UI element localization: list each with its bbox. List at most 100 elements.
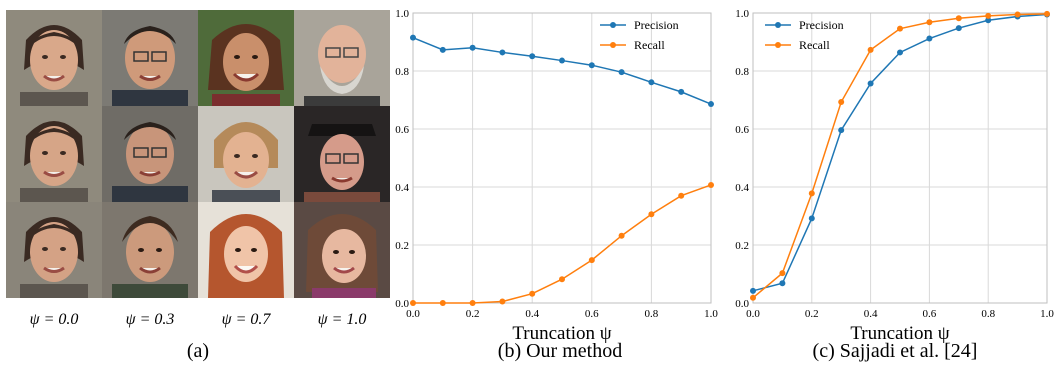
data-point-recall <box>1044 10 1050 17</box>
data-point-recall <box>469 300 476 306</box>
data-point-precision <box>808 215 815 222</box>
y-tick-label: 1.0 <box>395 8 409 20</box>
plot-frame <box>412 12 712 304</box>
face-image <box>6 10 102 106</box>
y-tick-label: 0.0 <box>395 298 409 310</box>
data-point-precision <box>897 49 903 56</box>
psi-label: ψ = 0.3 <box>125 311 175 328</box>
plot-frame <box>752 12 1048 304</box>
data-point-precision <box>439 46 446 53</box>
series-line-precision <box>752 13 1048 292</box>
x-tick-label: 0.6 <box>585 308 599 320</box>
series-line-recall <box>752 13 1048 299</box>
legend-marker <box>610 42 616 48</box>
data-point-precision <box>955 25 962 32</box>
data-point-recall <box>410 300 416 306</box>
series-line-recall <box>413 184 712 304</box>
data-point-precision <box>618 69 625 76</box>
data-point-precision <box>410 34 416 41</box>
y-tick-label: 0.2 <box>395 240 409 252</box>
data-point-recall <box>985 12 992 19</box>
legend-marker <box>610 22 616 28</box>
psi-label: ψ = 1.0 <box>317 311 367 328</box>
legend-label: Precision <box>634 18 679 32</box>
panel-b-caption: (b) Our method <box>497 340 623 362</box>
data-point-precision <box>529 53 536 60</box>
face-grid-panel: ψ = 0.0 ψ = 0.3 ψ = 0.7 ψ = 1.0 (a) <box>0 0 392 375</box>
data-point-precision <box>779 280 786 287</box>
data-point-recall <box>529 290 536 297</box>
data-point-recall <box>439 300 446 306</box>
data-point-precision <box>499 49 506 56</box>
x-tick-label: 1.0 <box>704 308 718 320</box>
legend-label: Recall <box>634 38 665 52</box>
data-point-recall <box>779 270 786 277</box>
data-point-recall <box>1014 11 1021 18</box>
face-image <box>6 202 102 298</box>
data-point-recall <box>618 232 625 239</box>
face-image <box>102 106 198 202</box>
data-point-precision <box>648 79 655 86</box>
data-point-recall <box>588 257 595 264</box>
y-tick-label: 0.4 <box>735 182 749 194</box>
data-point-recall <box>838 99 845 106</box>
data-point-recall <box>559 276 565 283</box>
face-image <box>198 106 294 202</box>
x-tick-label: 1.0 <box>1040 308 1054 320</box>
x-tick-label: 0.4 <box>864 308 878 320</box>
data-point-precision <box>750 287 756 294</box>
x-tick-label: 0.0 <box>406 308 420 320</box>
y-tick-label: 0.6 <box>395 124 409 136</box>
data-point-recall <box>808 190 815 197</box>
data-point-recall <box>708 181 714 188</box>
psi-label: ψ = 0.7 <box>221 311 271 328</box>
y-tick-label: 0.0 <box>735 298 749 310</box>
data-point-precision <box>708 101 714 108</box>
x-axis-label: Truncation ψ <box>512 323 611 344</box>
data-point-precision <box>985 17 992 24</box>
data-point-recall <box>926 19 933 26</box>
x-axis-label: Truncation ψ <box>850 323 949 344</box>
data-point-precision <box>559 57 565 64</box>
face-image <box>294 202 390 298</box>
y-tick-label: 1.0 <box>735 8 749 20</box>
legend-marker <box>775 22 781 28</box>
data-point-recall <box>955 15 962 22</box>
psi-label: ψ = 0.0 <box>29 311 79 328</box>
y-tick-label: 0.2 <box>735 240 749 252</box>
data-point-recall <box>648 211 655 218</box>
face-image <box>198 10 294 106</box>
face-image <box>294 10 390 106</box>
x-tick-label: 0.6 <box>923 308 937 320</box>
panel-a-caption: (a) <box>186 340 210 362</box>
face-image <box>198 202 294 298</box>
data-point-precision <box>469 44 476 51</box>
data-point-precision <box>867 80 874 87</box>
y-tick-label: 0.8 <box>395 66 409 78</box>
face-image <box>102 10 198 106</box>
face-image <box>294 106 390 202</box>
x-tick-label: 0.8 <box>645 308 659 320</box>
y-tick-label: 0.6 <box>735 124 749 136</box>
data-point-precision <box>838 127 845 134</box>
data-point-recall <box>867 46 874 53</box>
legend-label: Precision <box>799 18 844 32</box>
x-tick-label: 0.2 <box>805 308 819 320</box>
data-point-precision <box>926 35 933 42</box>
data-point-precision <box>588 62 595 69</box>
legend-label: Recall <box>799 38 830 52</box>
x-tick-label: 0.8 <box>981 308 995 320</box>
data-point-recall <box>499 298 506 305</box>
data-point-recall <box>750 294 756 301</box>
y-tick-label: 0.4 <box>395 182 409 194</box>
data-point-recall <box>678 192 685 199</box>
face-image <box>102 202 198 298</box>
legend-marker <box>775 42 781 48</box>
panel-c-caption: (c) Sajjadi et al. [24] <box>812 340 978 362</box>
data-point-recall <box>897 25 903 32</box>
face-image <box>6 106 102 202</box>
y-tick-label: 0.8 <box>735 66 749 78</box>
x-tick-label: 0.2 <box>466 308 480 320</box>
x-tick-label: 0.0 <box>746 308 760 320</box>
